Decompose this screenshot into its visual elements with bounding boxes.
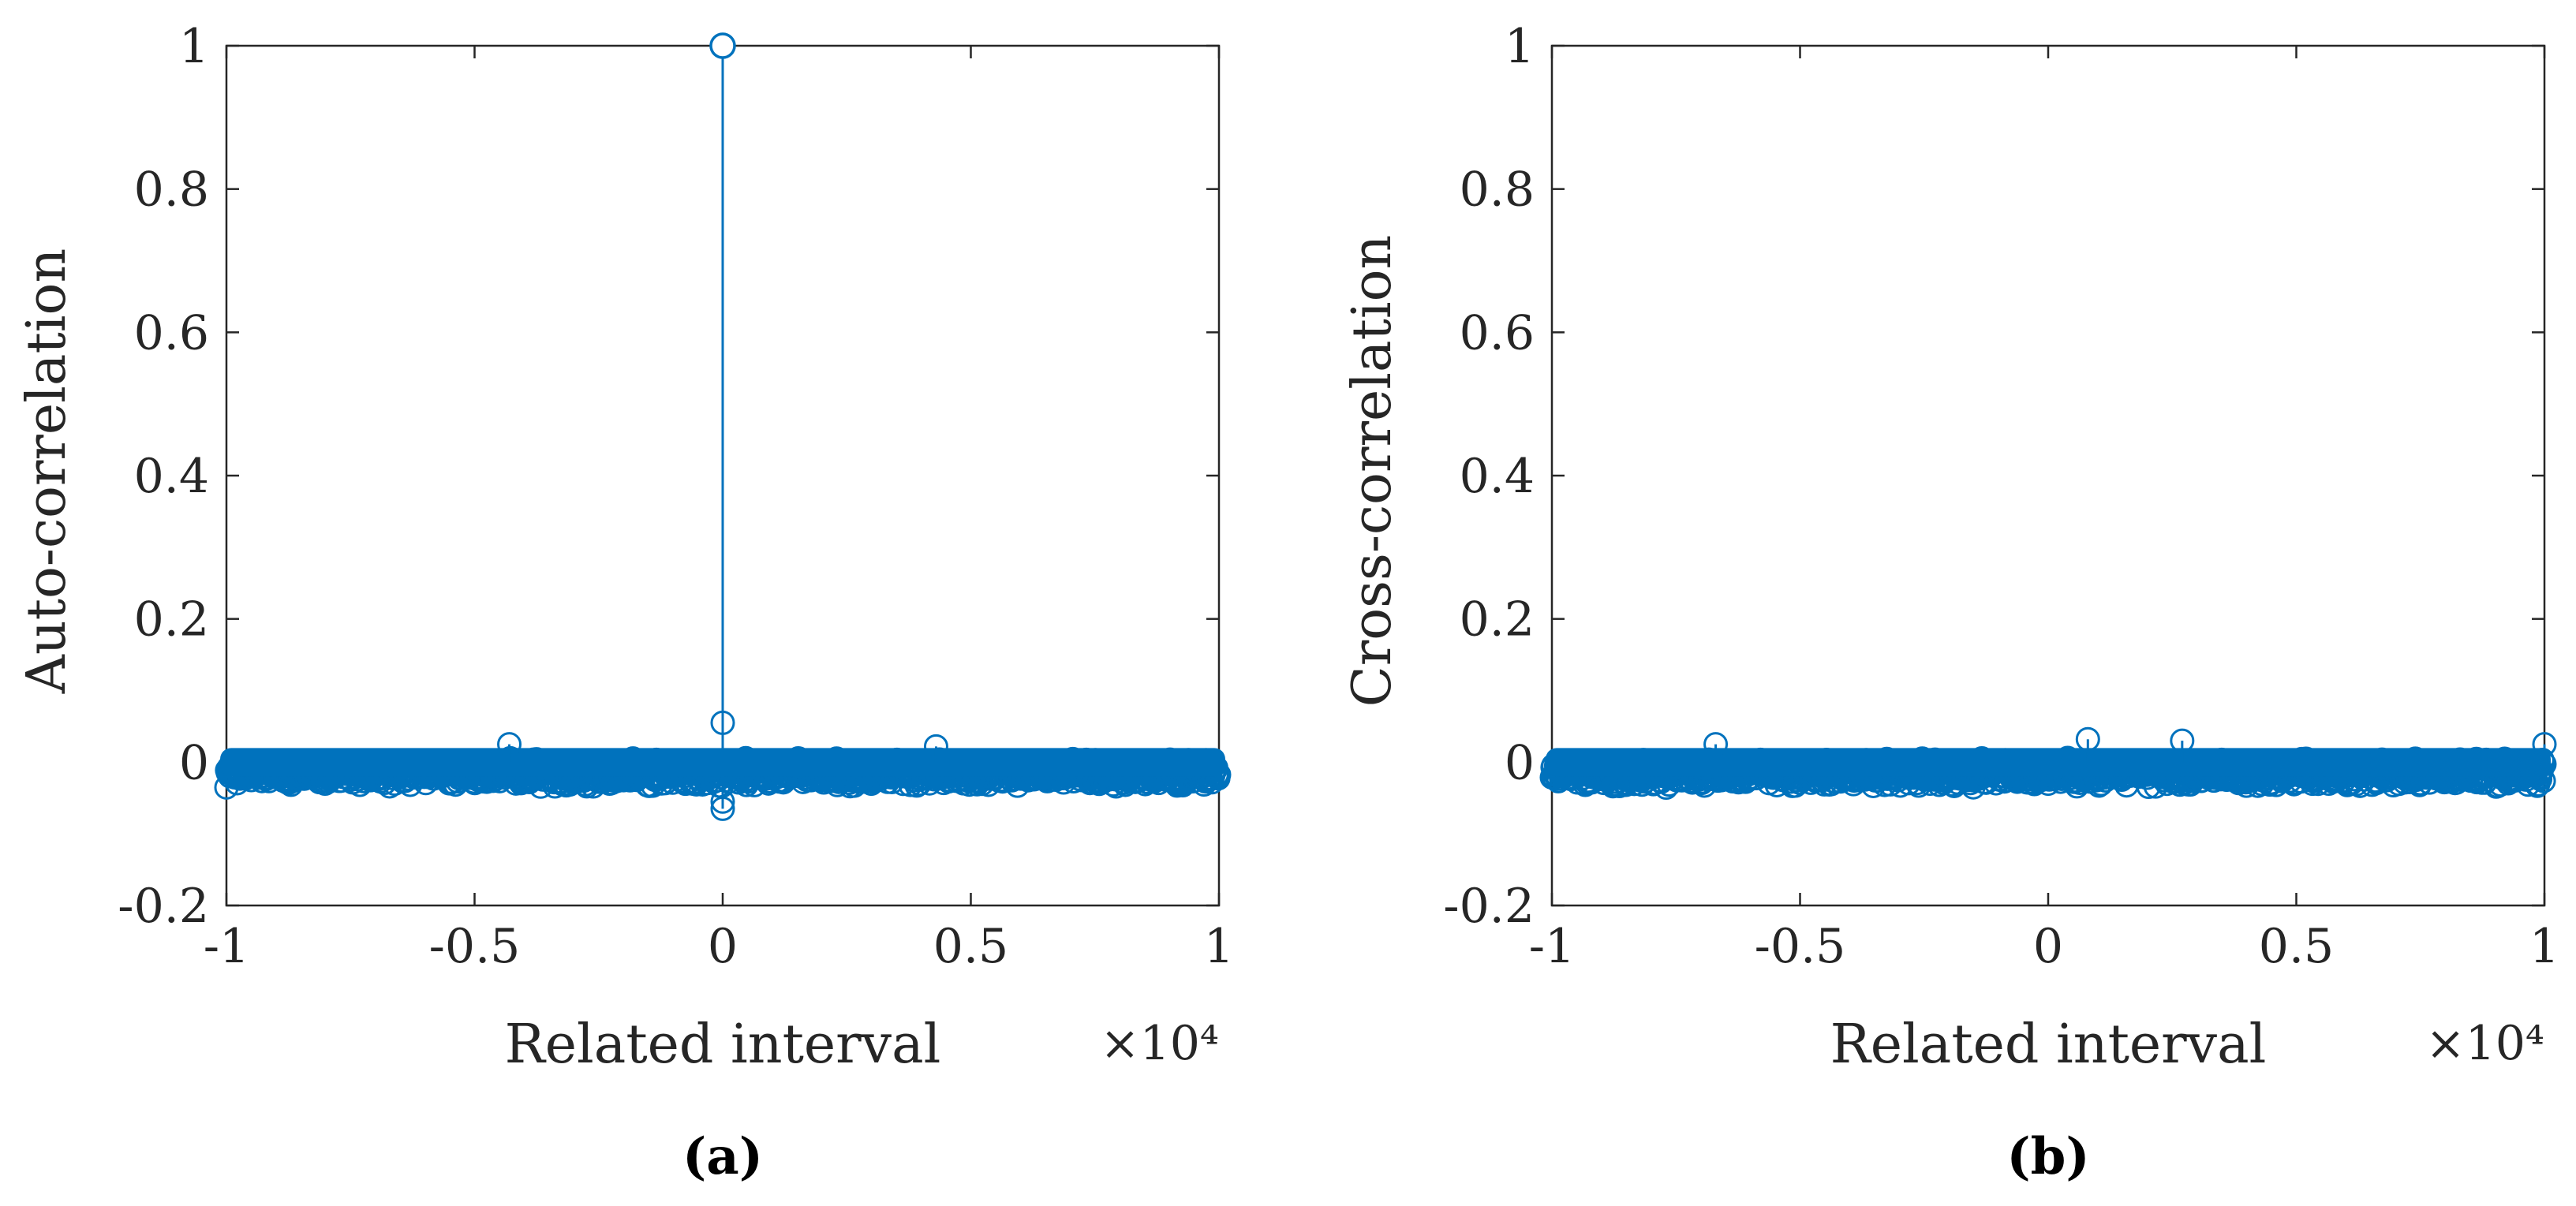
chart-panel-a: -0.2 0 0.2 0.4 0.6 0.8 1 -1 -0.5 0 0.5 1 Auto-corre… <box>16 19 1234 1186</box>
x-exponent-a: ×10⁴ <box>1100 1016 1219 1071</box>
peak-marker <box>709 32 736 59</box>
xtick-label-a: -1 <box>204 919 249 974</box>
ytick-label-b: 0.8 <box>1460 162 1535 218</box>
caption-a: (a) <box>682 1127 763 1186</box>
xtick-label-b: -0.5 <box>1755 919 1846 974</box>
xtick-label-b: 0 <box>2033 919 2063 974</box>
stem-series-a <box>214 32 1232 821</box>
xtick-label-b: -1 <box>1529 919 1575 974</box>
ytick-label-a: 1 <box>179 19 209 74</box>
ytick-label-b: 0.6 <box>1460 305 1535 360</box>
ytick-label-a: 0.2 <box>134 592 209 648</box>
xtick-label-b: 1 <box>2529 919 2559 974</box>
plot-area-a: -0.2 0 0.2 0.4 0.6 0.8 1 -1 -0.5 0 0.5 1 <box>118 19 1234 974</box>
ytick-label-a: -0.2 <box>118 879 209 934</box>
xtick-label-b: 0.5 <box>2259 919 2334 974</box>
ytick-label-b: 1 <box>1505 19 1535 74</box>
ytick-label-a: 0 <box>179 735 209 790</box>
stem-marker-notable <box>923 734 948 759</box>
ytick-label-b: 0.4 <box>1460 449 1535 504</box>
stem-marker-notable <box>497 732 522 757</box>
ytick-label-b: 0 <box>1505 735 1535 790</box>
ytick-label-b: 0.2 <box>1460 592 1535 648</box>
xlabel-a: Related interval <box>505 1014 941 1076</box>
ylabel-a: Auto-correlation <box>16 248 78 695</box>
xtick-label-a: -0.5 <box>429 919 521 974</box>
stem-series-b <box>1539 726 2557 801</box>
ytick-label-a: 0.8 <box>134 162 209 218</box>
xtick-label-a: 0 <box>708 919 738 974</box>
stem-marker-notable <box>710 796 735 821</box>
chart-panel-b: -0.200.20.40.60.81-1 -0.5 0 0.5 1 Cross-corr… <box>1341 19 2559 1186</box>
xtick-label-a: 0.5 <box>933 919 1008 974</box>
xtick-label-a: 1 <box>1204 919 1234 974</box>
ytick-label-b: -0.2 <box>1443 879 1535 934</box>
plot-area-b: -0.2 0 0.2 0.4 0.6 0.8 1 -1 -0.5 0 0.5 1 <box>1443 19 2559 974</box>
ytick-label-a: 0.4 <box>134 449 209 504</box>
ytick-label-a: 0.6 <box>134 305 209 360</box>
